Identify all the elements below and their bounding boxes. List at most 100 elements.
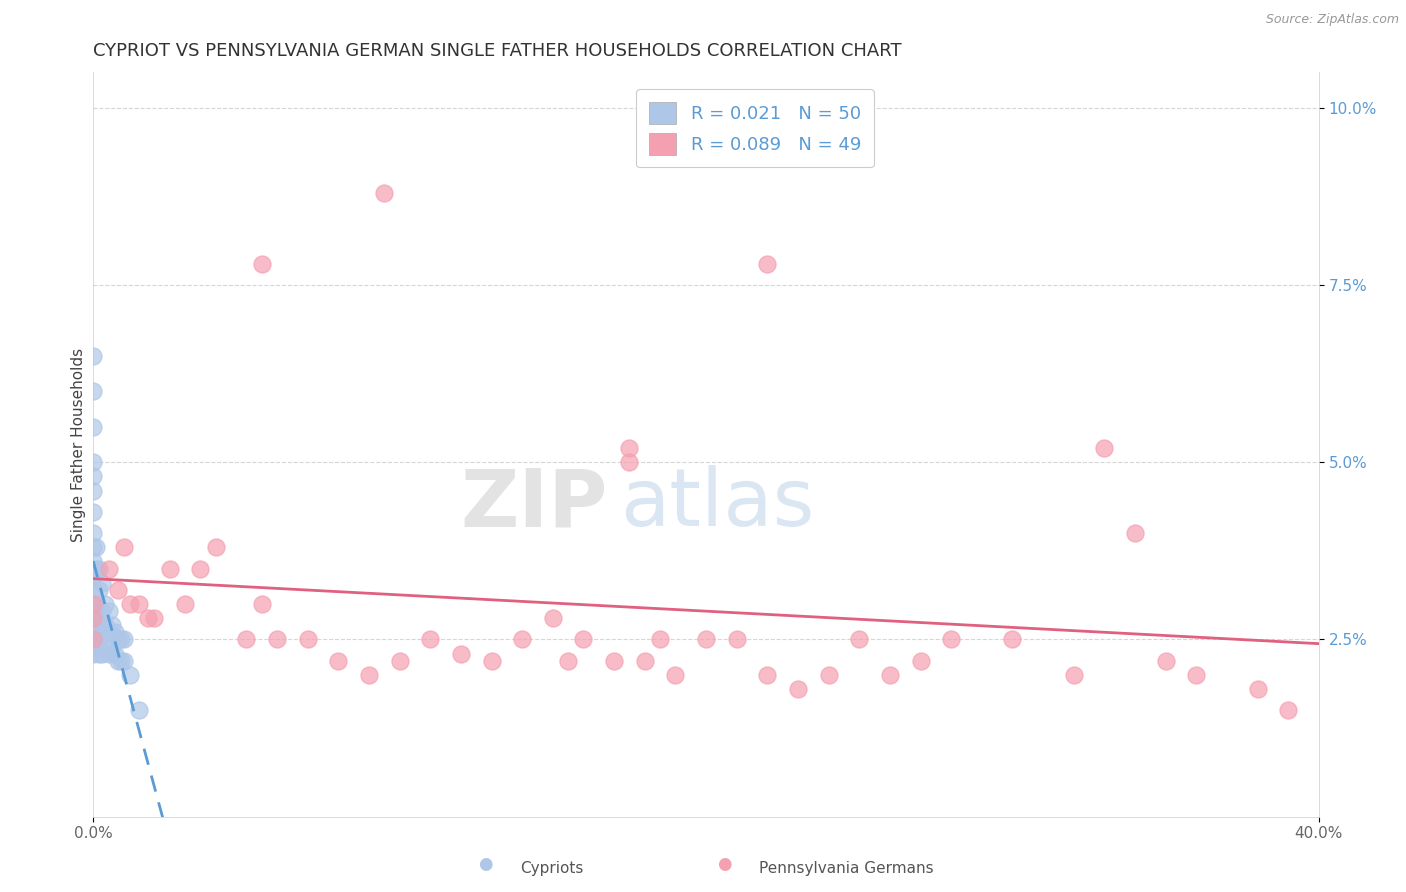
Point	[89, 561, 111, 575]
Point	[84, 541, 107, 555]
Point	[110, 654, 132, 668]
Point	[190, 561, 212, 575]
Point	[97, 604, 120, 618]
Point	[97, 625, 120, 640]
Point	[82, 455, 104, 469]
Point	[128, 703, 150, 717]
Point	[82, 597, 104, 611]
Point	[82, 526, 104, 541]
Point	[107, 654, 129, 668]
Point	[235, 632, 257, 647]
Point	[603, 654, 626, 668]
Point	[510, 632, 533, 647]
Point	[128, 597, 150, 611]
Point	[756, 257, 779, 271]
Point	[82, 384, 104, 399]
Point	[174, 597, 197, 611]
Point	[89, 611, 111, 625]
Point	[82, 625, 104, 640]
Text: Cypriots: Cypriots	[520, 861, 583, 876]
Point	[97, 647, 120, 661]
Point	[450, 647, 472, 661]
Point	[266, 632, 288, 647]
Point	[541, 611, 564, 625]
Point	[82, 640, 104, 654]
Point	[817, 668, 839, 682]
Point	[1277, 703, 1299, 717]
Point	[138, 611, 160, 625]
Point	[848, 632, 870, 647]
Point	[91, 604, 114, 618]
Point	[107, 632, 129, 647]
Point	[648, 632, 671, 647]
Point	[619, 441, 641, 455]
Point	[118, 668, 141, 682]
Point	[388, 654, 411, 668]
Point	[695, 632, 717, 647]
Text: CYPRIOT VS PENNSYLVANIA GERMAN SINGLE FATHER HOUSEHOLDS CORRELATION CHART: CYPRIOT VS PENNSYLVANIA GERMAN SINGLE FA…	[93, 42, 901, 60]
Point	[419, 632, 441, 647]
Point	[82, 611, 104, 625]
Point	[357, 668, 380, 682]
Point	[664, 668, 686, 682]
Point	[100, 618, 122, 632]
Point	[1185, 668, 1208, 682]
Point	[94, 597, 117, 611]
Point	[112, 654, 135, 668]
Point	[97, 561, 120, 575]
Point	[297, 632, 319, 647]
Point	[82, 483, 104, 498]
Point	[84, 597, 107, 611]
Point	[89, 582, 111, 597]
Point	[250, 257, 273, 271]
Point	[82, 632, 104, 647]
Point	[481, 654, 503, 668]
Point	[104, 647, 127, 661]
Point	[1123, 526, 1146, 541]
Point	[1092, 441, 1115, 455]
Point	[634, 654, 657, 668]
Text: ●: ●	[478, 855, 492, 873]
Y-axis label: Single Father Households: Single Father Households	[72, 348, 86, 541]
Point	[107, 582, 129, 597]
Point	[82, 632, 104, 647]
Point	[82, 469, 104, 483]
Point	[89, 632, 111, 647]
Point	[94, 640, 117, 654]
Point	[143, 611, 166, 625]
Point	[89, 647, 111, 661]
Point	[250, 597, 273, 611]
Point	[82, 554, 104, 568]
Point	[84, 640, 107, 654]
Point	[204, 541, 226, 555]
Point	[373, 186, 395, 200]
Point	[725, 632, 748, 647]
Point	[82, 505, 104, 519]
Point	[879, 668, 901, 682]
Point	[94, 618, 117, 632]
Point	[91, 575, 114, 590]
Point	[100, 640, 122, 654]
Point	[910, 654, 932, 668]
Point	[84, 561, 107, 575]
Text: Source: ZipAtlas.com: Source: ZipAtlas.com	[1265, 13, 1399, 27]
Point	[82, 611, 104, 625]
Point	[1001, 632, 1024, 647]
Point	[112, 632, 135, 647]
Point	[112, 541, 135, 555]
Point	[557, 654, 579, 668]
Point	[104, 625, 127, 640]
Point	[572, 632, 595, 647]
Point	[756, 668, 779, 682]
Point	[82, 419, 104, 434]
Point	[328, 654, 350, 668]
Point	[939, 632, 962, 647]
Point	[82, 349, 104, 363]
Point	[619, 455, 641, 469]
Point	[91, 647, 114, 661]
Point	[82, 582, 104, 597]
Text: ●: ●	[717, 855, 731, 873]
Point	[1246, 681, 1268, 696]
Point	[118, 597, 141, 611]
Point	[82, 647, 104, 661]
